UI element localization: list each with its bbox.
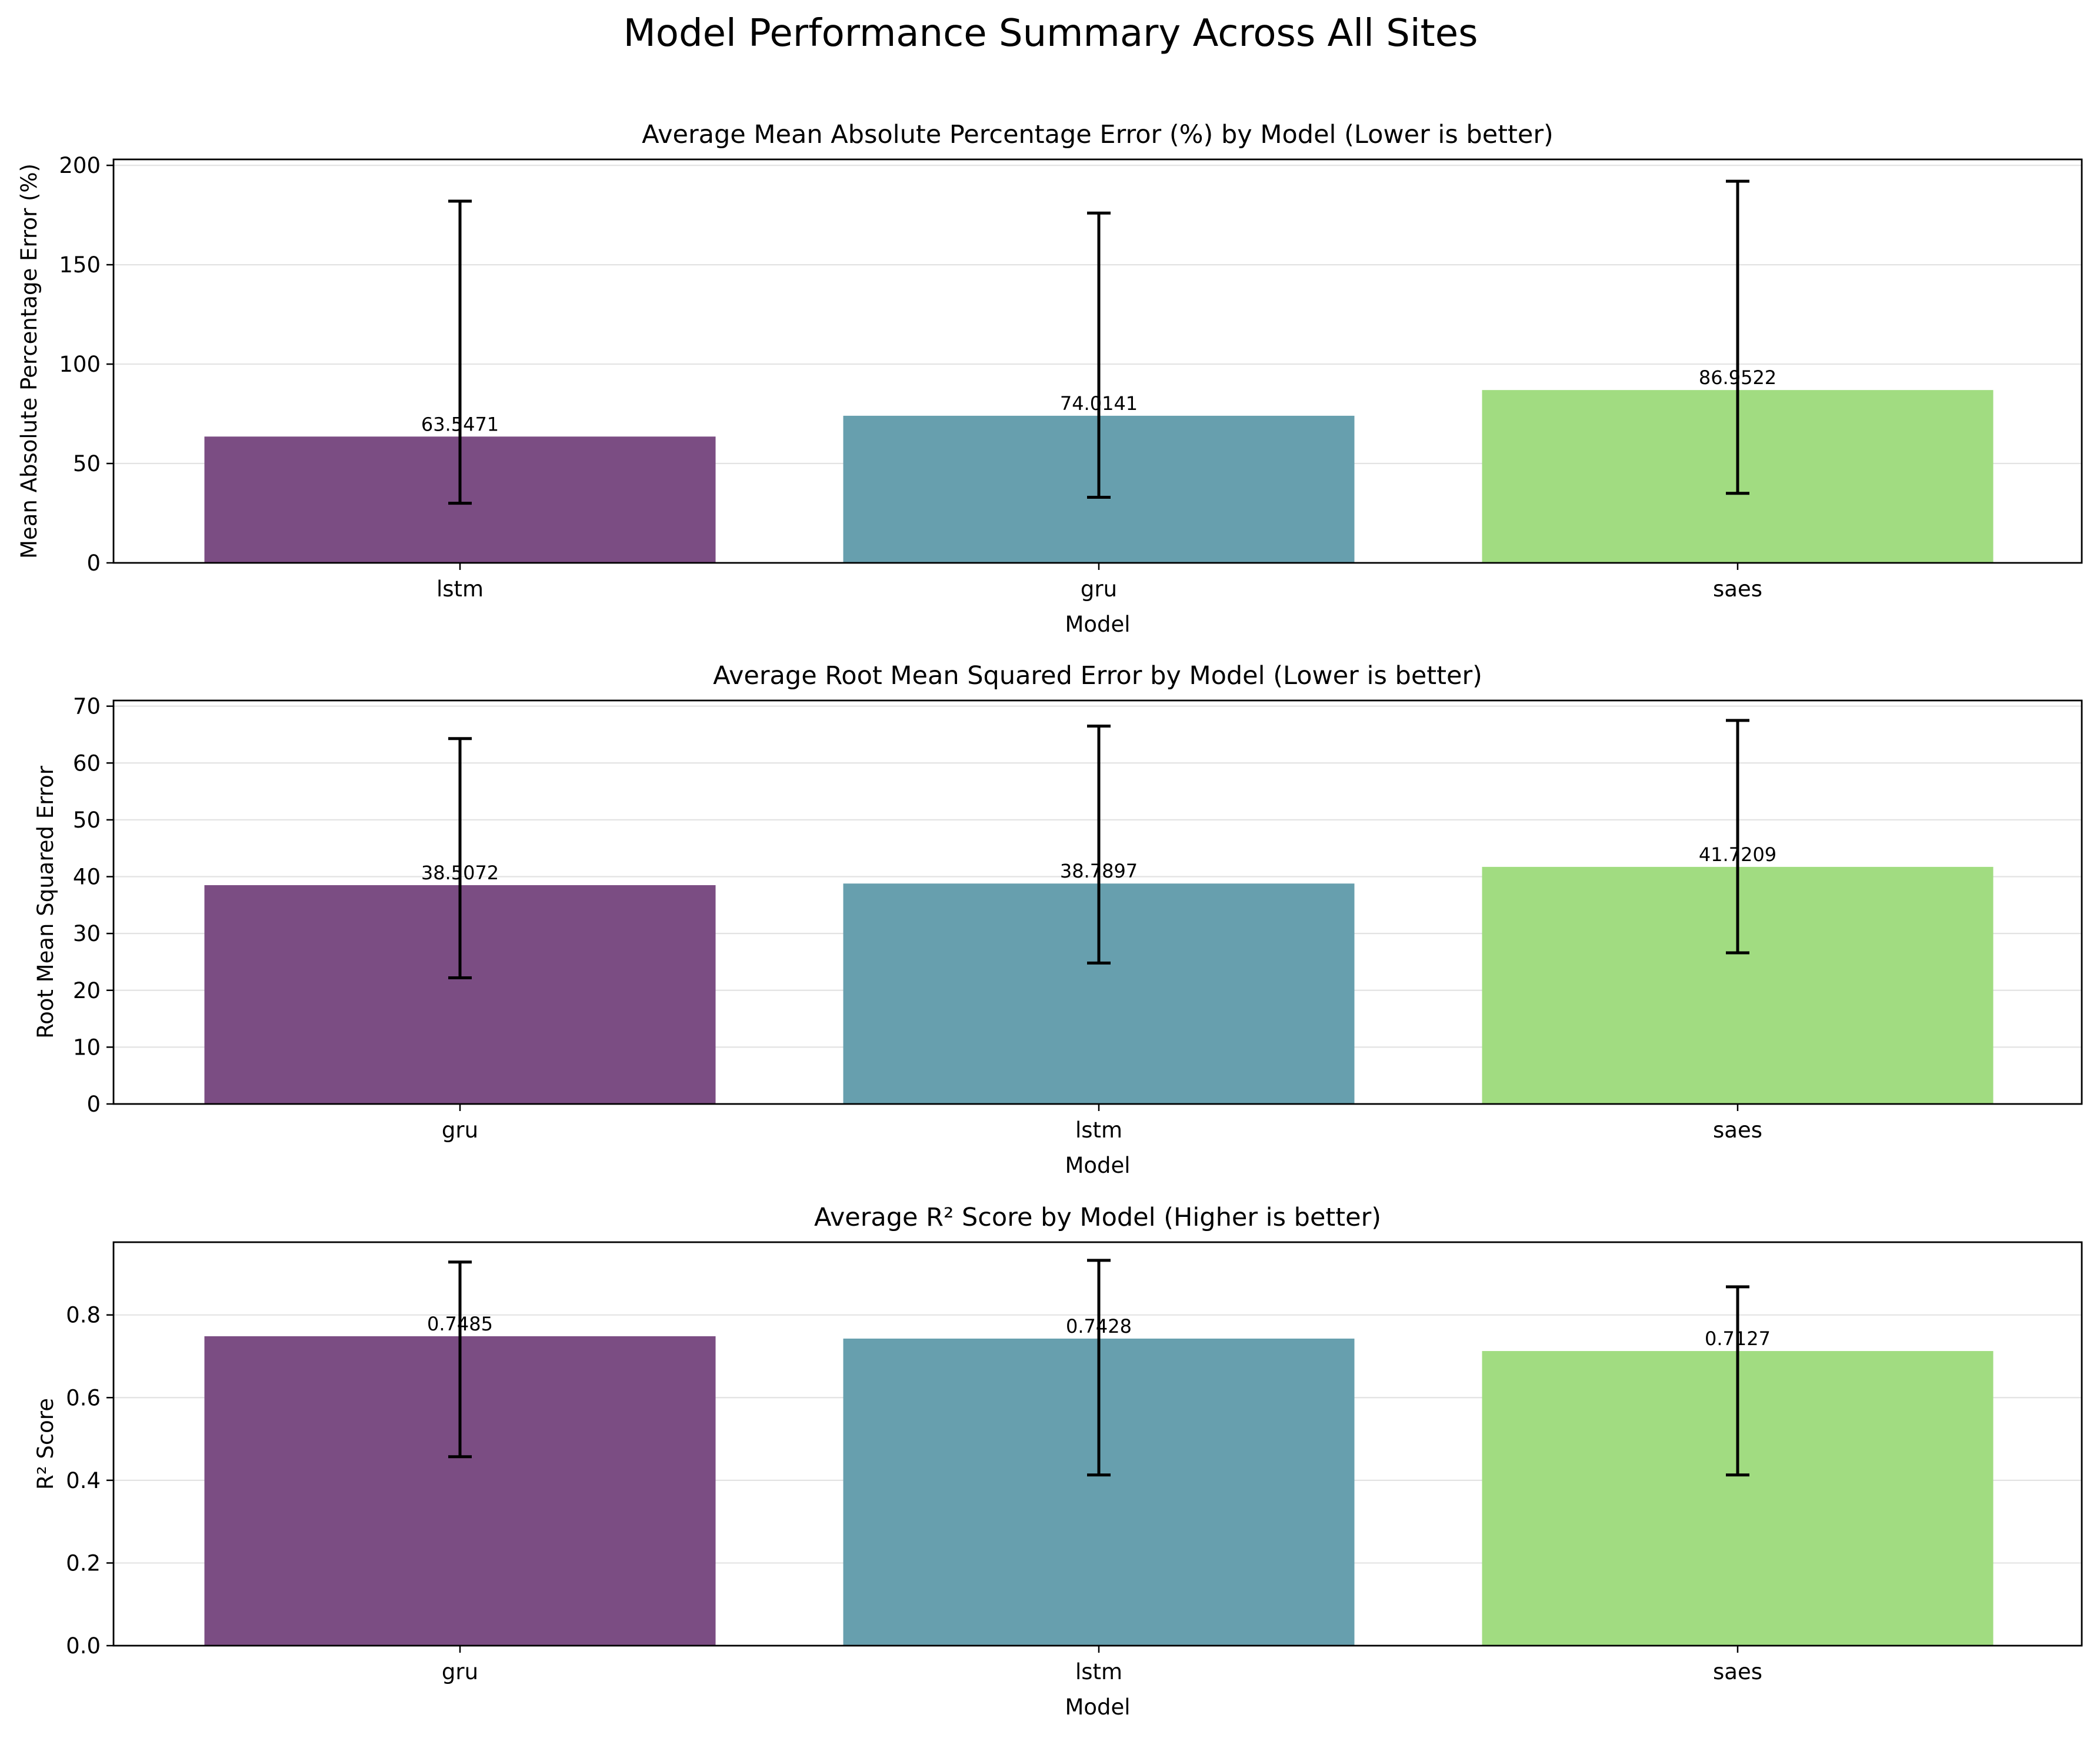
y-tick-label: 0.0 bbox=[66, 1633, 101, 1659]
x-tick-label: saes bbox=[1713, 1117, 1762, 1143]
chart-title: Average Root Mean Squared Error by Model… bbox=[713, 661, 1482, 690]
y-tick-label: 20 bbox=[73, 978, 101, 1003]
chart-panel-3: 0.0 0.2 0.4 0.6 0.8 0.7485 gru 0.7428 lstm 0.7127… bbox=[33, 1203, 2083, 1720]
y-tick-label: 30 bbox=[73, 921, 101, 946]
y-tick-label: 10 bbox=[73, 1035, 101, 1060]
y-tick-label: 0.4 bbox=[66, 1468, 101, 1493]
y-axis-label: Mean Absolute Percentage Error (%) bbox=[16, 164, 42, 559]
value-label-gru: 74.0141 bbox=[1060, 392, 1138, 415]
y-tick-label: 0.6 bbox=[66, 1385, 101, 1410]
chart-panel-2: 0 10 20 30 40 50 60 70 38.5072 gru 38.7897 lstm 41.7… bbox=[33, 661, 2083, 1178]
y-tick-label: 50 bbox=[73, 451, 101, 476]
y-tick-label: 100 bbox=[59, 352, 101, 377]
value-label-saes: 41.7209 bbox=[1699, 843, 1776, 866]
y-axis-label: Root Mean Squared Error bbox=[33, 765, 58, 1039]
y-tick-label: 50 bbox=[73, 808, 101, 833]
y-tick-label: 0.8 bbox=[66, 1303, 101, 1328]
x-tick-label: gru bbox=[442, 1659, 478, 1684]
y-tick-label: 150 bbox=[59, 252, 101, 278]
y-axis-label: R² Score bbox=[33, 1398, 58, 1490]
value-label-lstm: 0.7428 bbox=[1066, 1315, 1132, 1337]
x-tick-label: lstm bbox=[436, 576, 484, 602]
value-label-gru: 0.7485 bbox=[427, 1313, 493, 1335]
figure-title: Model Performance Summary Across All Sit… bbox=[624, 12, 1478, 55]
value-label-saes: 0.7127 bbox=[1705, 1327, 1771, 1350]
chart-title: Average R² Score by Model (Higher is bet… bbox=[814, 1203, 1381, 1232]
y-tick-label: 0.2 bbox=[66, 1550, 101, 1576]
x-tick-label: gru bbox=[1081, 576, 1117, 602]
y-tick-label: 200 bbox=[59, 153, 101, 178]
x-tick-label: saes bbox=[1713, 1659, 1762, 1684]
value-label-lstm: 63.5471 bbox=[421, 413, 499, 435]
axes-frame bbox=[112, 1241, 2083, 1647]
axes-frame bbox=[112, 158, 2083, 564]
chart-title: Average Mean Absolute Percentage Error (… bbox=[642, 120, 1554, 149]
x-axis-label: Model bbox=[1065, 612, 1130, 637]
y-tick-label: 0 bbox=[86, 551, 101, 576]
x-tick-label: saes bbox=[1713, 576, 1762, 602]
x-axis-label: Model bbox=[1065, 1153, 1130, 1178]
axes-frame bbox=[112, 699, 2083, 1105]
x-tick-label: gru bbox=[442, 1117, 478, 1143]
x-axis-label: Model bbox=[1065, 1694, 1130, 1720]
x-tick-label: lstm bbox=[1075, 1117, 1122, 1143]
value-label-lstm: 38.7897 bbox=[1060, 860, 1138, 882]
y-tick-label: 0 bbox=[86, 1092, 101, 1117]
y-tick-label: 40 bbox=[73, 865, 101, 890]
x-tick-label: lstm bbox=[1075, 1659, 1122, 1684]
chart-panel-1: 0 50 100 150 200 63.5471 lstm 74.0141 gru 86.9522… bbox=[16, 120, 2083, 637]
y-tick-label: 70 bbox=[73, 694, 101, 719]
y-tick-label: 60 bbox=[73, 750, 101, 776]
value-label-gru: 38.5072 bbox=[421, 862, 499, 884]
value-label-saes: 86.9522 bbox=[1699, 366, 1776, 389]
